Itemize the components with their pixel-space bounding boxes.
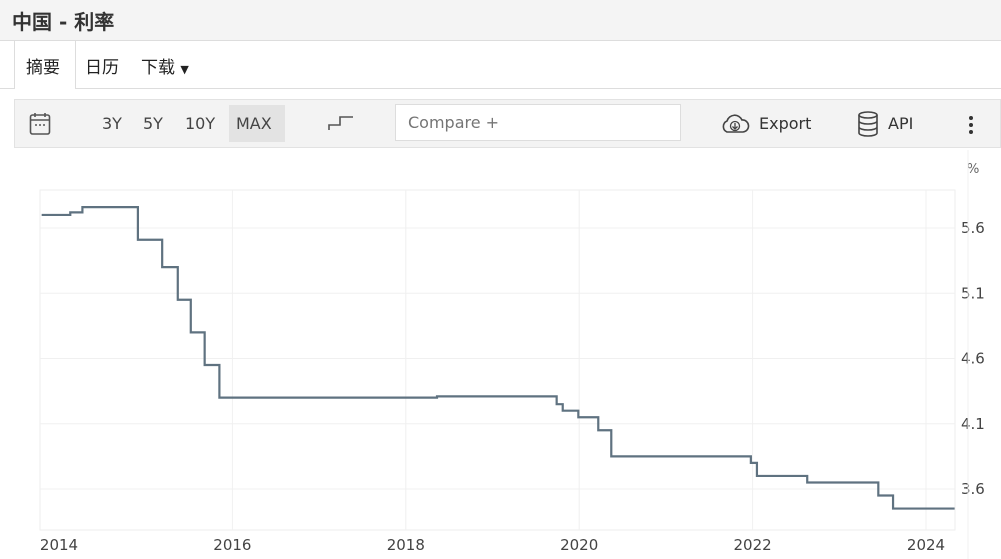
export-button[interactable]: Export (720, 110, 820, 138)
x-tick-label: 2016 (213, 536, 251, 554)
more-vertical-icon[interactable] (968, 115, 974, 135)
api-button[interactable]: API (857, 110, 922, 138)
series-line (41, 206, 955, 510)
range-10y-button[interactable]: 10Y (185, 114, 216, 133)
tab-calendar[interactable]: 日历 (85, 58, 119, 78)
range-3y-button[interactable]: 3Y (102, 114, 122, 133)
x-tick-label: 2018 (387, 536, 425, 554)
x-tick-label: 2022 (734, 536, 772, 554)
x-tick-label: 2024 (907, 536, 945, 554)
chart-toolbar: 3Y 5Y 10Y MAX Export API (14, 99, 1001, 148)
range-max-label: MAX (236, 114, 272, 133)
calendar-icon[interactable] (29, 112, 51, 136)
database-icon (858, 111, 878, 137)
x-tick-label: 2014 (40, 536, 78, 554)
tab-bar: 摘要 日历 下载 ▼ (0, 41, 1001, 89)
export-label: Export (759, 114, 812, 133)
cloud-download-icon (722, 114, 750, 133)
step-chart-icon[interactable] (328, 115, 354, 131)
tab-label: 摘要 (26, 58, 60, 78)
compare-input[interactable] (395, 104, 681, 141)
x-tick-label: 2020 (560, 536, 598, 554)
plot-area (39, 189, 956, 531)
interest-rate-chart: 5.6 5.1 4.6 4.1 3.6 2014 2016 2018 2020 2022 2024… (39, 150, 985, 559)
tab-summary[interactable]: 摘要 (14, 41, 76, 89)
y-tick-label: 3.6 (961, 480, 985, 498)
caret-down-icon: ▼ (180, 63, 189, 76)
range-max-button[interactable]: MAX (229, 105, 285, 142)
tab-download[interactable]: 下载 ▼ (141, 53, 189, 78)
tab-label: 下载 (141, 58, 175, 78)
y-tick-label: 5.1 (961, 284, 985, 302)
unit-label: % (967, 162, 979, 177)
page-title: 中国 - 利率 (12, 10, 115, 34)
y-tick-label: 5.6 (961, 219, 985, 237)
y-tick-label: 4.1 (961, 415, 985, 433)
range-5y-button[interactable]: 5Y (143, 114, 163, 133)
title-bar: 中国 - 利率 (0, 0, 1001, 41)
y-tick-label: 4.6 (961, 350, 985, 368)
api-label: API (888, 114, 914, 133)
